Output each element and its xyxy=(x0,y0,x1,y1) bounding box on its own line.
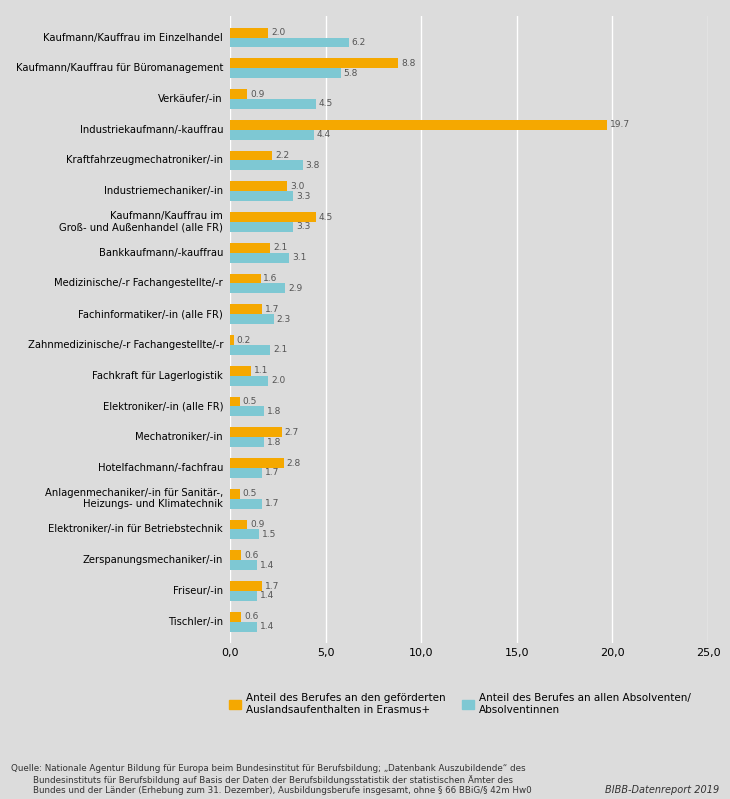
Bar xyxy=(230,252,289,263)
Bar xyxy=(230,437,264,447)
Text: 1.7: 1.7 xyxy=(265,499,280,508)
Bar xyxy=(230,304,263,314)
Text: 2.0: 2.0 xyxy=(271,376,285,385)
Bar xyxy=(230,468,263,478)
Text: 2.8: 2.8 xyxy=(286,459,301,467)
Bar xyxy=(230,551,242,560)
Text: 6.2: 6.2 xyxy=(351,38,366,47)
Text: BIBB-Datenreport 2019: BIBB-Datenreport 2019 xyxy=(604,785,719,795)
Bar xyxy=(230,519,247,530)
Text: 3.3: 3.3 xyxy=(296,192,310,201)
Text: 1.4: 1.4 xyxy=(260,622,274,631)
Text: 0.5: 0.5 xyxy=(242,489,257,499)
Bar xyxy=(230,591,257,601)
Text: 3.8: 3.8 xyxy=(305,161,320,170)
Bar xyxy=(230,345,270,355)
Bar xyxy=(230,68,341,78)
Bar xyxy=(230,89,247,99)
Bar xyxy=(230,99,316,109)
Text: 2.1: 2.1 xyxy=(273,244,287,252)
Legend: Anteil des Berufes an den geförderten
Auslandsaufenthalten in Erasmus+, Anteil d: Anteil des Berufes an den geförderten Au… xyxy=(226,690,694,718)
Text: 2.1: 2.1 xyxy=(273,345,287,355)
Bar xyxy=(230,58,399,68)
Bar xyxy=(230,530,258,539)
Text: 1.4: 1.4 xyxy=(260,591,274,600)
Bar xyxy=(230,489,239,499)
Text: 4.4: 4.4 xyxy=(317,130,331,139)
Text: 1.1: 1.1 xyxy=(254,366,268,376)
Text: 19.7: 19.7 xyxy=(610,121,630,129)
Bar xyxy=(230,458,283,468)
Bar xyxy=(230,129,314,140)
Text: 1.7: 1.7 xyxy=(265,468,280,477)
Bar xyxy=(230,314,274,324)
Bar xyxy=(230,191,293,201)
Text: 2.9: 2.9 xyxy=(288,284,302,293)
Text: 1.6: 1.6 xyxy=(264,274,278,283)
Bar xyxy=(230,181,288,191)
Text: 1.7: 1.7 xyxy=(265,304,280,314)
Text: 3.0: 3.0 xyxy=(291,182,304,191)
Text: 2.7: 2.7 xyxy=(285,427,299,437)
Bar xyxy=(230,376,268,386)
Bar xyxy=(230,396,239,407)
Bar xyxy=(230,151,272,161)
Text: 0.9: 0.9 xyxy=(250,520,264,529)
Text: 2.0: 2.0 xyxy=(271,28,285,37)
Text: Quelle: Nationale Agentur Bildung für Europa beim Bundesinstitut für Berufsbildu: Quelle: Nationale Agentur Bildung für Eu… xyxy=(11,764,531,795)
Bar xyxy=(230,28,268,38)
Bar xyxy=(230,499,263,508)
Text: 1.5: 1.5 xyxy=(261,530,276,539)
Text: 4.5: 4.5 xyxy=(319,99,333,109)
Text: 5.8: 5.8 xyxy=(344,69,358,78)
Bar xyxy=(230,38,348,47)
Bar xyxy=(230,407,264,416)
Bar xyxy=(230,335,234,345)
Text: 1.4: 1.4 xyxy=(260,561,274,570)
Text: 1.8: 1.8 xyxy=(267,438,282,447)
Bar xyxy=(230,560,257,570)
Bar xyxy=(230,273,261,284)
Text: 1.8: 1.8 xyxy=(267,407,282,415)
Text: 0.2: 0.2 xyxy=(237,336,251,344)
Text: 8.8: 8.8 xyxy=(401,59,415,68)
Bar xyxy=(230,213,316,222)
Text: 3.1: 3.1 xyxy=(292,253,307,262)
Text: 0.6: 0.6 xyxy=(245,612,258,622)
Bar xyxy=(230,366,251,376)
Bar xyxy=(230,581,263,591)
Text: 0.5: 0.5 xyxy=(242,397,257,406)
Bar xyxy=(230,120,607,129)
Text: 3.3: 3.3 xyxy=(296,222,310,232)
Text: 2.3: 2.3 xyxy=(277,315,291,324)
Text: 4.5: 4.5 xyxy=(319,213,333,221)
Text: 2.2: 2.2 xyxy=(275,151,289,160)
Bar xyxy=(230,284,285,293)
Bar xyxy=(230,222,293,232)
Bar xyxy=(230,427,282,437)
Bar xyxy=(230,161,303,170)
Bar xyxy=(230,622,257,631)
Text: 0.9: 0.9 xyxy=(250,89,264,98)
Text: 0.6: 0.6 xyxy=(245,551,258,560)
Bar xyxy=(230,612,242,622)
Bar xyxy=(230,243,270,252)
Text: 1.7: 1.7 xyxy=(265,582,280,590)
